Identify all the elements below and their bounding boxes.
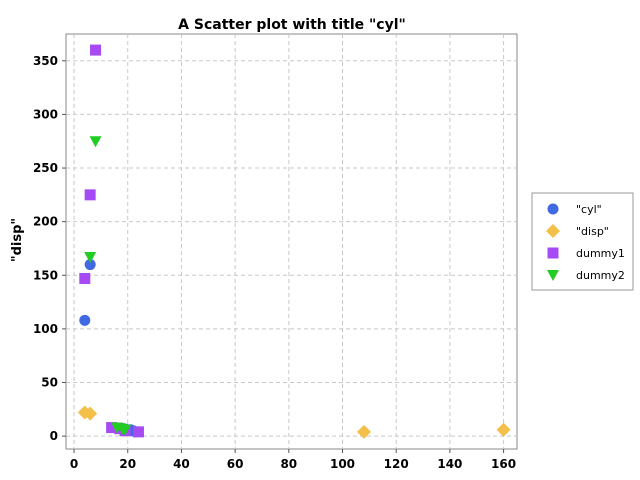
y-tick-label: 100	[33, 322, 58, 336]
x-tick-label: 40	[173, 457, 190, 471]
x-tick-label: 140	[437, 457, 462, 471]
legend-marker	[546, 224, 560, 238]
data-point	[84, 259, 96, 271]
x-tick-label: 80	[280, 457, 297, 471]
legend-label: dummy2	[576, 269, 625, 282]
y-tick-label: 300	[33, 107, 58, 121]
data-point	[79, 272, 91, 284]
y-tick-label: 150	[33, 268, 58, 282]
y-tick-label: 0	[50, 429, 58, 443]
plot-area	[65, 33, 518, 450]
grid-lines	[66, 34, 517, 449]
data-point	[106, 422, 118, 434]
legend-marker	[547, 270, 559, 281]
x-tick-label: 120	[384, 457, 409, 471]
y-tick-label: 50	[41, 376, 58, 390]
y-axis: 0 50 100 150 200 250 300 350	[33, 54, 66, 443]
x-tick-label: 60	[227, 457, 244, 471]
legend-label: "disp"	[576, 225, 609, 238]
x-axis: 0 20 40 60 80 100 120 140 160	[70, 449, 516, 471]
data-point	[496, 422, 511, 437]
x-tick-label: 100	[330, 457, 355, 471]
data-point	[119, 424, 132, 436]
data-point	[79, 314, 91, 326]
data-point	[83, 406, 98, 421]
chart-title: A Scatter plot with title "cyl"	[178, 17, 406, 33]
y-tick-label: 250	[33, 161, 58, 175]
y-tick-label: 200	[33, 215, 58, 229]
x-tick-label: 160	[491, 457, 516, 471]
y-tick-label: 350	[33, 54, 58, 68]
legend: "cyl" "disp" dummy1 dummy2	[531, 192, 634, 291]
data-point	[90, 44, 102, 56]
data-points	[77, 44, 511, 439]
legend-label: "cyl"	[576, 203, 602, 216]
legend-label: dummy1	[576, 247, 625, 260]
x-tick-label: 0	[70, 457, 78, 471]
data-point	[84, 189, 96, 201]
data-point	[132, 426, 144, 438]
data-point	[89, 136, 102, 148]
data-point	[356, 424, 371, 439]
y-axis-label: "disp"	[10, 218, 25, 262]
data-point	[84, 252, 97, 264]
x-tick-label: 20	[119, 457, 136, 471]
legend-marker	[547, 247, 559, 259]
legend-marker	[547, 203, 559, 215]
